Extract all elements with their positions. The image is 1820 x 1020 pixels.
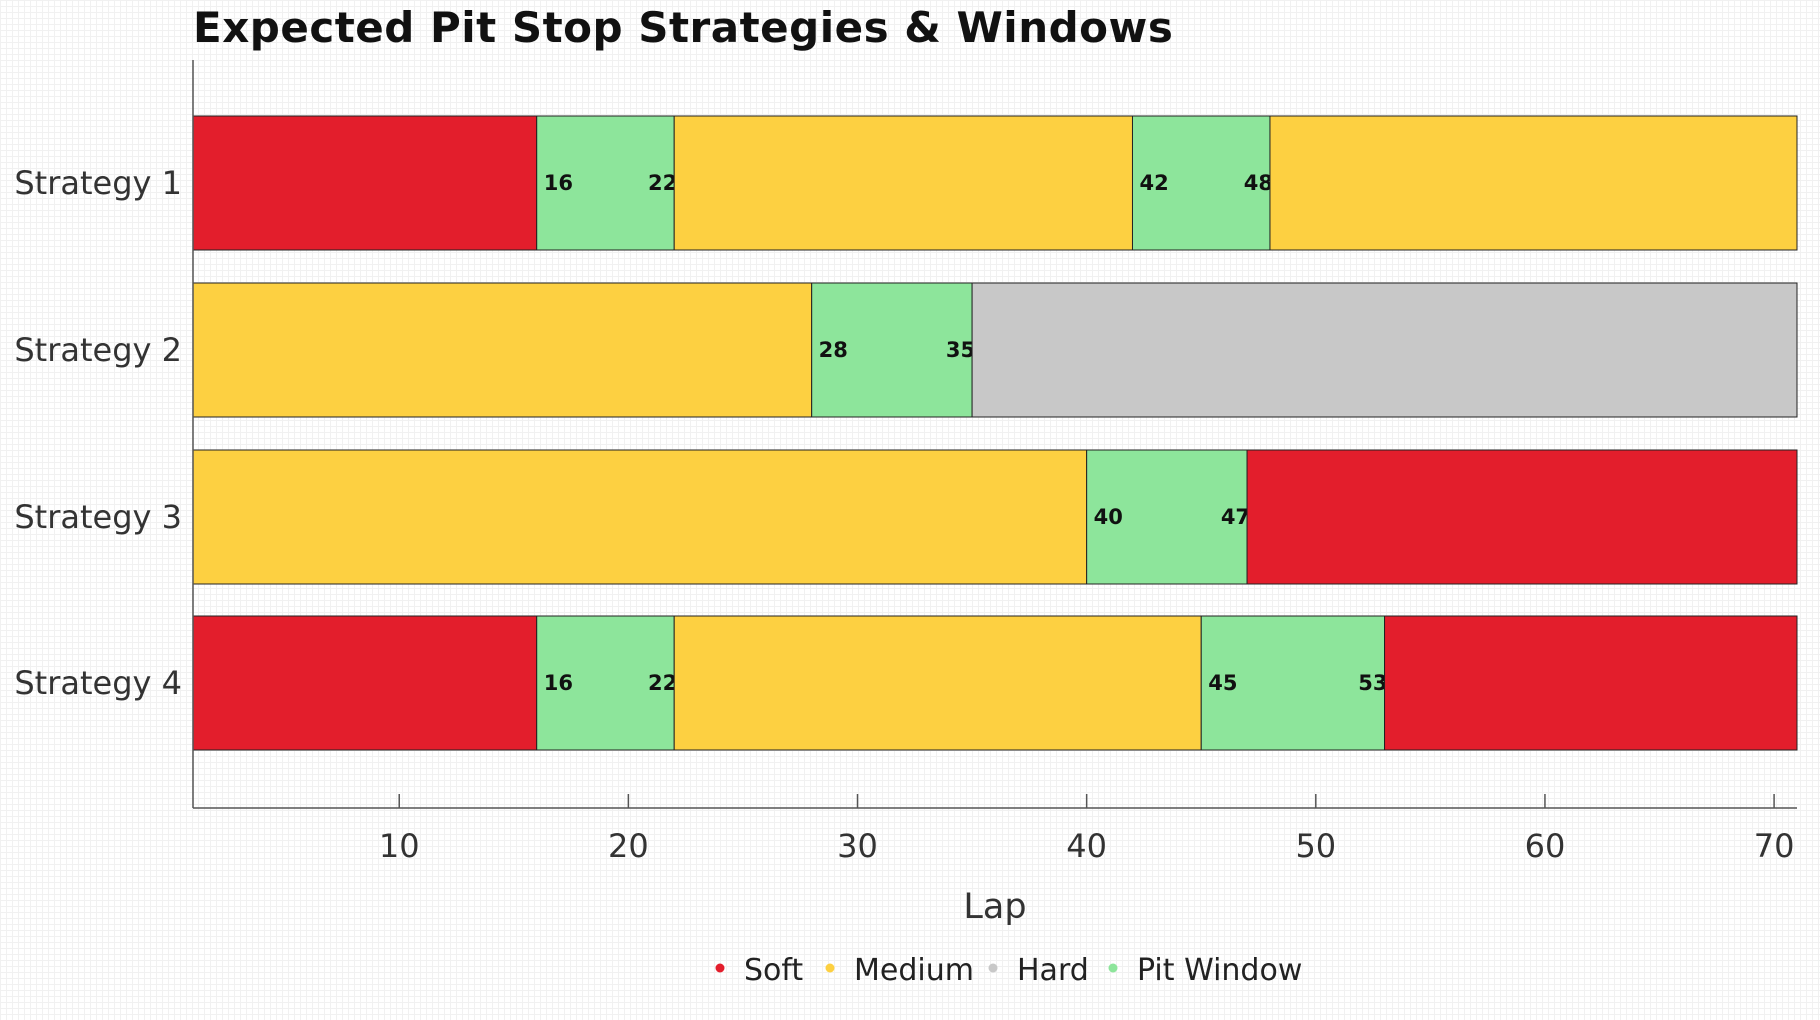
legend-marker-soft (715, 963, 725, 973)
bar-segment-strategy4-5-soft (1384, 615, 1798, 751)
legend-label-pit: Pit Window (1137, 953, 1302, 988)
axes-group: Strategy 1 Strategy 2 Strategy 3 Strategy 4… (14, 60, 1797, 865)
pit-window-end-label: 48 (1244, 171, 1273, 195)
legend-label-hard: Hard (1017, 953, 1089, 988)
legend-item-pit: Pit Window (1108, 953, 1302, 988)
bar-segment-strategy2-1-medium (192, 282, 813, 418)
legend-marker-pit (1108, 963, 1118, 973)
pit-window-end-label: 22 (648, 671, 677, 695)
legend-label-medium: Medium (854, 953, 974, 988)
x-tick-label-50: 50 (1295, 827, 1336, 865)
legend: Soft Medium Hard Pit Window (715, 953, 1302, 988)
pit-window-start-label: 40 (1094, 505, 1123, 529)
category-label-strategy-1: Strategy 1 (14, 164, 182, 202)
pit-window-start-label: 16 (544, 671, 573, 695)
x-tick-label-10: 10 (379, 827, 420, 865)
legend-item-medium: Medium (825, 953, 974, 988)
bar-segment-strategy2-2-pit (811, 282, 973, 418)
bar-segment-strategy1-1-soft (192, 115, 538, 251)
x-tick-label-30: 30 (837, 827, 878, 865)
pit-window-start-label: 45 (1208, 671, 1237, 695)
pit-window-start-label: 42 (1139, 171, 1168, 195)
bar-segment-strategy3-3-soft (1246, 449, 1798, 585)
bar-segment-strategy4-2-pit (536, 615, 675, 751)
bar-segment-strategy4-4-pit (1200, 615, 1386, 751)
bar-segment-strategy1-2-pit (536, 115, 675, 251)
x-tick-label-40: 40 (1066, 827, 1107, 865)
bar-segment-strategy3-2-pit (1086, 449, 1248, 585)
bar-segment-strategy4-1-soft (192, 615, 538, 751)
category-label-strategy-2: Strategy 2 (14, 331, 182, 369)
legend-marker-hard (988, 963, 998, 973)
bar-segment-strategy4-3-medium (673, 615, 1202, 751)
bar-segment-strategy2-3-hard (971, 282, 1798, 418)
pit-window-end-label: 53 (1358, 671, 1387, 695)
pit-window-end-label: 47 (1221, 505, 1250, 529)
legend-item-soft: Soft (715, 953, 803, 988)
x-tick-label-20: 20 (608, 827, 649, 865)
legend-marker-medium (825, 963, 835, 973)
category-label-strategy-4: Strategy 4 (14, 664, 182, 702)
pit-window-end-label: 35 (946, 338, 975, 362)
pit-window-end-label: 22 (648, 171, 677, 195)
pit-window-start-label: 28 (819, 338, 848, 362)
category-label-strategy-3: Strategy 3 (14, 498, 182, 536)
pit-window-start-label: 16 (544, 171, 573, 195)
chart-title: Expected Pit Stop Strategies & Windows (193, 3, 1173, 52)
x-tick-label-70: 70 (1754, 827, 1795, 865)
x-axis-title: Lap (963, 887, 1026, 927)
x-tick-label-60: 60 (1525, 827, 1566, 865)
bar-segment-strategy1-5-medium (1269, 115, 1798, 251)
legend-label-soft: Soft (744, 953, 803, 988)
bar-segment-strategy1-3-medium (673, 115, 1133, 251)
bars-group: 16 22 42 48 28 35 40 47 16 22 45 53 (192, 115, 1798, 751)
legend-item-hard: Hard (988, 953, 1089, 988)
bar-segment-strategy3-1-medium (192, 449, 1088, 585)
bar-segment-strategy1-4-pit (1131, 115, 1271, 251)
